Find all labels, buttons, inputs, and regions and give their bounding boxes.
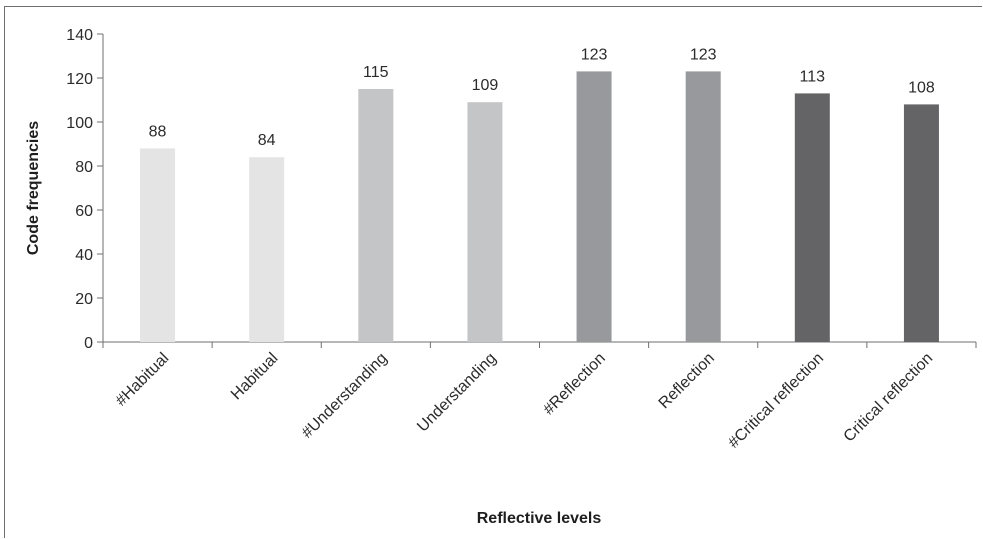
y-tick-label: 0 <box>84 335 93 352</box>
y-axis-title: Code frequencies <box>25 121 42 255</box>
data-label: 113 <box>800 68 826 85</box>
bar <box>794 93 830 343</box>
bar <box>358 89 394 342</box>
y-tick-label: 100 <box>66 115 93 132</box>
data-labels: 88 84 115 109 123 123 113 108 <box>149 46 935 149</box>
category-label: Habitual <box>228 350 282 404</box>
y-axis: 0 20 40 60 80 100 120 140 <box>66 27 104 352</box>
y-tick-label: 120 <box>66 71 93 88</box>
category-label: Reflection <box>656 350 718 412</box>
category-label: Understanding <box>414 350 500 436</box>
y-tick-label: 140 <box>66 27 93 44</box>
data-label: 115 <box>363 64 389 81</box>
y-tick-label: 80 <box>75 159 93 176</box>
x-axis-title: Reflective levels <box>477 510 602 527</box>
bar <box>576 71 612 343</box>
x-axis <box>102 341 977 348</box>
bar <box>140 148 176 342</box>
category-label: #Habitual <box>113 350 173 410</box>
bar <box>903 104 939 343</box>
data-label: 123 <box>690 46 717 63</box>
y-tick-label: 40 <box>75 247 93 264</box>
category-label: #Understanding <box>299 350 391 442</box>
y-tick-label: 60 <box>75 203 93 220</box>
data-label: 109 <box>472 77 499 94</box>
y-tick-label: 20 <box>75 291 93 308</box>
data-label: 84 <box>258 132 276 149</box>
bars <box>140 71 939 343</box>
bar <box>467 102 503 342</box>
data-label: 123 <box>581 46 608 63</box>
category-label: #Critical reflection <box>725 350 827 452</box>
data-label: 88 <box>149 123 167 140</box>
bar <box>685 71 721 343</box>
bar <box>249 157 285 342</box>
data-label: 108 <box>908 79 935 96</box>
category-label: Critical reflection <box>841 350 937 446</box>
category-labels: #Habitual Habitual #Understanding Understan… <box>113 350 937 452</box>
category-label: #Reflection <box>540 350 609 419</box>
